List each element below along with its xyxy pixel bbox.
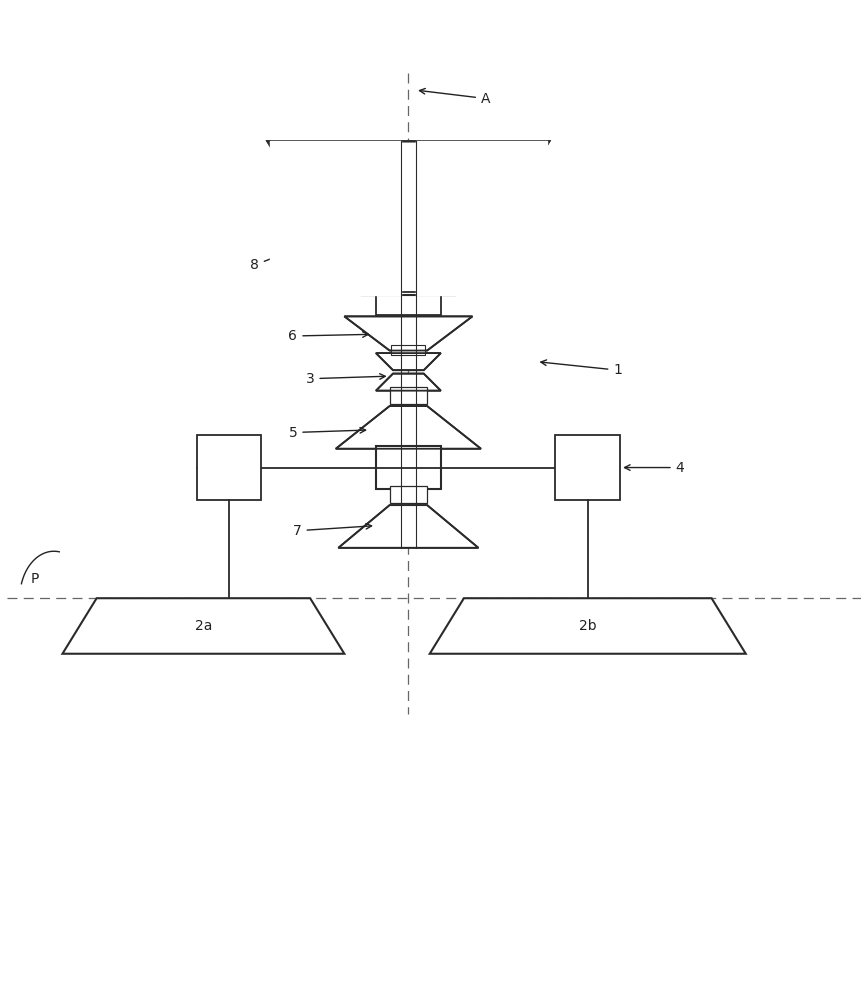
Polygon shape <box>336 406 481 449</box>
Polygon shape <box>339 505 478 548</box>
Polygon shape <box>376 374 441 391</box>
Bar <box>376 292 441 315</box>
Text: 8: 8 <box>250 236 327 272</box>
Bar <box>390 447 427 464</box>
Text: 2b: 2b <box>579 619 596 633</box>
Bar <box>391 389 425 399</box>
Text: P: P <box>31 572 39 586</box>
Bar <box>390 387 427 404</box>
Polygon shape <box>62 598 345 654</box>
Polygon shape <box>376 353 441 370</box>
Bar <box>391 345 425 355</box>
Polygon shape <box>345 316 472 351</box>
Text: 2a: 2a <box>194 619 212 633</box>
Text: 3: 3 <box>306 372 385 386</box>
Text: 4: 4 <box>625 461 685 475</box>
Text: 6: 6 <box>288 329 368 343</box>
Bar <box>376 446 441 489</box>
Text: A: A <box>419 88 490 106</box>
Text: 5: 5 <box>288 426 365 440</box>
Text: 1: 1 <box>541 360 622 377</box>
Bar <box>196 435 261 500</box>
Polygon shape <box>430 598 746 654</box>
Text: 7: 7 <box>293 523 372 538</box>
Bar <box>556 435 621 500</box>
Bar <box>390 486 427 503</box>
Polygon shape <box>267 141 549 295</box>
